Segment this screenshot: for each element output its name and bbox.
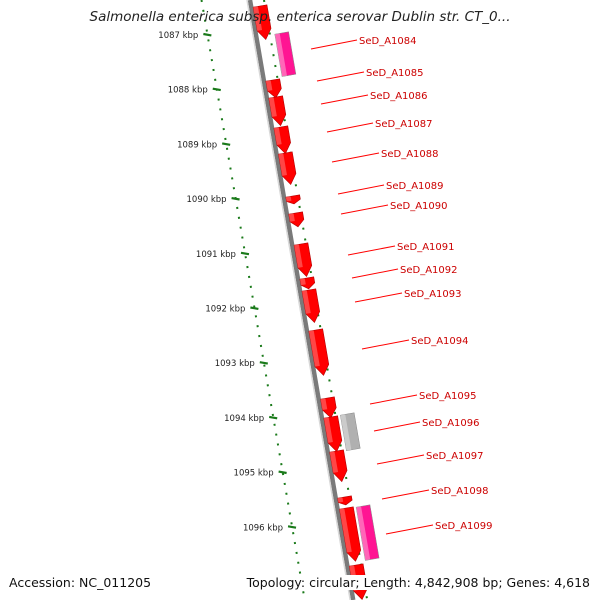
gene-arrow-reverse [274, 31, 297, 77]
gene-arrow [293, 242, 313, 278]
backbone-line [247, 0, 356, 600]
label-leader-line [373, 421, 421, 432]
gene-arrow [301, 288, 320, 324]
gene-arrow [339, 506, 362, 562]
gene-label: SeD_A1098 [431, 486, 489, 497]
label-leader-line [369, 394, 418, 405]
ruler-tick [231, 197, 240, 201]
gene-label: SeD_A1091 [397, 242, 455, 253]
gene-arrow [278, 151, 297, 186]
gene-arrow [288, 211, 305, 228]
gene-features [252, 4, 380, 600]
label-leader-line [351, 268, 399, 279]
gene-label: SeD_A1095 [419, 391, 477, 402]
gene-arrow [329, 449, 348, 483]
map-title: Salmonella enterica subsp. enterica sero… [89, 9, 511, 25]
gene-label: SeD_A1093 [404, 289, 462, 300]
label-leader-line [320, 94, 369, 105]
ruler-tick [278, 470, 287, 475]
ruler-tick [221, 142, 231, 146]
gene-box-other [340, 412, 361, 451]
ruler-tick [269, 415, 278, 420]
label-leader-line [381, 489, 430, 500]
gene-label: SeD_A1092 [400, 265, 458, 276]
ruler-inner-dots [200, 0, 306, 600]
ruler-tick-label: 1091 kbp [196, 250, 236, 260]
label-leader-line [347, 245, 396, 256]
gene-label: SeD_A1088 [381, 149, 439, 160]
ruler-tick-label: 1090 kbp [187, 195, 227, 205]
gene-label: SeD_A1099 [435, 521, 493, 532]
label-leader-line [310, 39, 358, 50]
label-leader-line [354, 292, 403, 303]
ruler-tick-label: 1088 kbp [168, 86, 208, 96]
gene-arrow [320, 396, 337, 419]
ruler-tick-label: 1092 kbp [205, 305, 245, 315]
gene-label: SeD_A1089 [386, 181, 444, 192]
gene-label: SeD_A1087 [375, 119, 433, 130]
gene-arrow [299, 276, 316, 290]
gene-arrow [308, 328, 330, 376]
genome-backbone [246, 0, 356, 600]
label-leader-line [340, 204, 389, 215]
gene-arrow [323, 415, 343, 453]
label-leader-line [337, 184, 385, 195]
gene-label: SeD_A1096 [422, 418, 480, 429]
ruler-tick [240, 251, 250, 256]
gene-label: SeD_A1097 [426, 451, 484, 462]
gene-arrow [252, 4, 272, 41]
ruler-tick-label: 1093 kbp [215, 359, 255, 369]
ruler-tick [212, 87, 221, 92]
gene-label: SeD_A1086 [370, 91, 428, 102]
ruler-tick [287, 525, 297, 529]
gene-arrow [265, 78, 282, 99]
gene-label: SeD_A1090 [390, 201, 448, 212]
label-leader-line [326, 122, 374, 133]
topology-label: Topology: circular; Length: 4,842,908 bp… [244, 575, 590, 590]
ruler-tick-label: 1089 kbp [177, 140, 217, 150]
gene-arrow [285, 194, 301, 205]
label-leader-line [316, 71, 365, 82]
ruler-tick-label: 1096 kbp [243, 523, 283, 533]
label-leader-line [361, 339, 410, 350]
gene-arrow [337, 495, 353, 506]
label-leader-line [376, 454, 425, 465]
ruler-tick [259, 361, 268, 365]
gene-label: SeD_A1094 [411, 336, 469, 347]
gene-arrow [268, 95, 287, 127]
ruler-tick-label: 1087 kbp [158, 31, 198, 41]
ruler-tick-label: 1094 kbp [224, 414, 264, 424]
gene-label: SeD_A1085 [366, 68, 424, 79]
gene-arrow [273, 125, 291, 155]
accession-label: Accession: NC_011205 [9, 575, 152, 590]
label-leader-line [331, 152, 380, 163]
gene-arrow-reverse [355, 504, 380, 561]
ruler-tick [203, 32, 212, 37]
gene-label: SeD_A1084 [359, 36, 417, 47]
ruler-tick [250, 306, 259, 310]
label-leader-line [385, 524, 434, 535]
gene-labels: SeD_A1084 SeD_A1085 SeD_A1086 SeD_A1087 SeD_… [310, 36, 493, 535]
backbone-highlight [246, 0, 351, 600]
ruler-tick-label: 1095 kbp [234, 469, 274, 479]
